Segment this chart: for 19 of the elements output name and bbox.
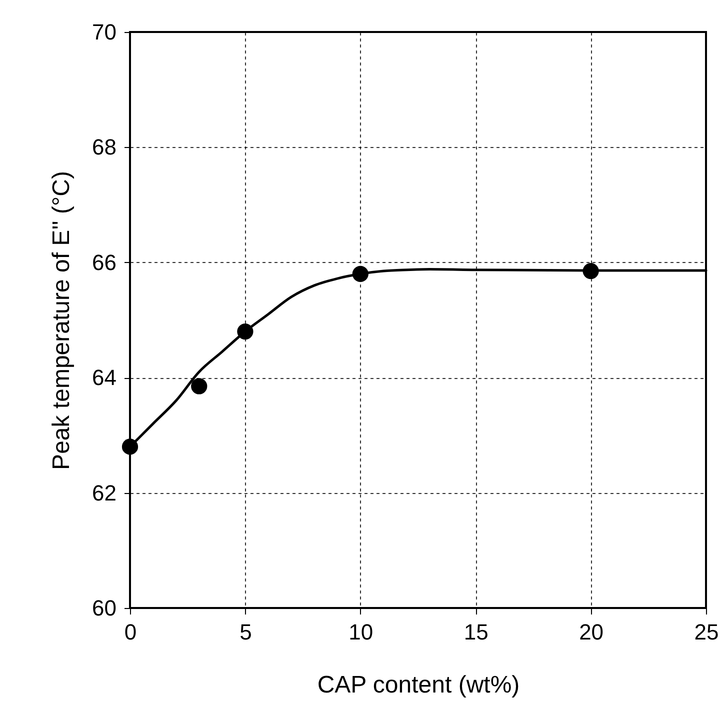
y-tick-label: 64 — [92, 365, 116, 390]
x-tick-label: 20 — [579, 620, 604, 644]
x-tick-label: 0 — [124, 620, 137, 644]
y-axis-title: Peak temperature of E'' (°C) — [48, 171, 76, 470]
point — [191, 378, 208, 394]
x-tick-label: 25 — [694, 620, 719, 644]
point — [122, 438, 138, 455]
y-tick-label: 70 — [92, 20, 116, 44]
y-tick-label: 66 — [92, 250, 116, 275]
x-axis-title: CAP content (wt%) — [317, 672, 520, 698]
y-tick-label: 68 — [92, 134, 116, 160]
x-tick-label: 15 — [464, 620, 488, 644]
point — [352, 266, 368, 282]
point — [582, 262, 599, 280]
y-tick-label: 62 — [92, 480, 116, 506]
x-tick-label: 10 — [348, 620, 374, 644]
x-tick-label: 5 — [240, 620, 252, 644]
y-tick-label: 60 — [92, 596, 116, 620]
point — [237, 323, 254, 340]
